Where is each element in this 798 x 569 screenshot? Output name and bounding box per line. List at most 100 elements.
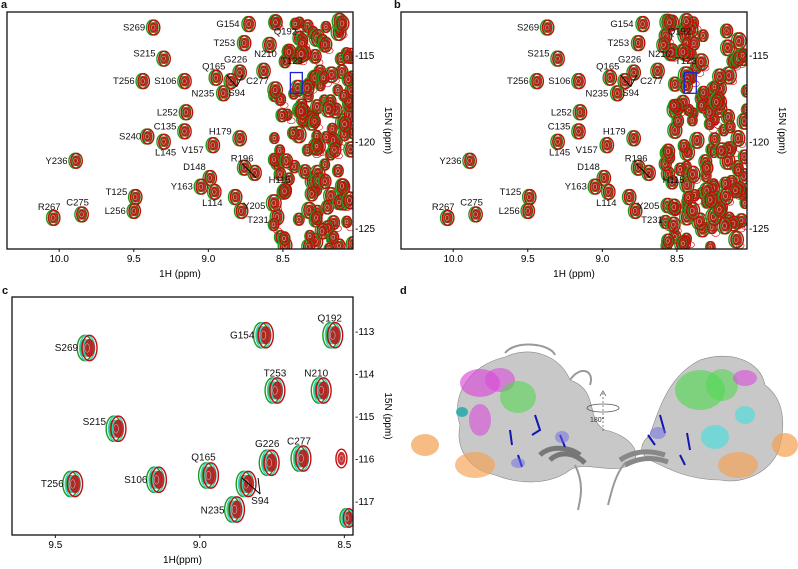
unassigned-peak (695, 99, 707, 112)
contour-red-fill (345, 74, 353, 85)
unassigned-peak (311, 140, 323, 153)
contour-red-fill (735, 35, 745, 47)
unassigned-peak (308, 114, 321, 129)
contour-core (298, 453, 304, 464)
contour-core (681, 143, 686, 149)
y-tick-label: -114 (355, 370, 375, 381)
contour-core (271, 199, 277, 207)
unassigned-peak (292, 212, 305, 226)
plot-frame (400, 11, 748, 250)
contour-core (694, 137, 700, 144)
unassigned-peak (277, 231, 291, 246)
contour-red-fill (209, 139, 218, 151)
leader-line (620, 74, 632, 88)
contour-red (269, 377, 286, 404)
peak-label-S240: S240 (119, 132, 141, 143)
contour-red-fill (700, 88, 708, 98)
peak-label-N210: N210 (254, 49, 277, 60)
y-tick-label: -120 (749, 138, 769, 149)
y-tick-label: -125 (749, 224, 769, 235)
peak-label-H179: H179 (209, 126, 232, 137)
unassigned-peak (661, 233, 675, 249)
peak-label-N235: N235 (192, 88, 215, 99)
contour-red (740, 197, 747, 209)
contour-core (607, 74, 612, 81)
contour-red (327, 122, 338, 136)
y-tick-label: -115 (749, 51, 769, 62)
peak-label-C277: C277 (246, 76, 269, 87)
unassigned-peak (338, 89, 350, 102)
contour-red (342, 51, 353, 64)
weak-contour (273, 205, 283, 213)
contour-red-fill (245, 18, 254, 30)
weak-contour (331, 77, 340, 84)
contour-red-fill (735, 165, 743, 175)
contour-core (284, 158, 289, 164)
contour-core (719, 147, 724, 154)
plot-frame (6, 11, 354, 250)
peak-label-Q165: Q165 (202, 62, 225, 73)
protein-structure-panel-d: 180° (411, 343, 798, 511)
contour-red (321, 20, 332, 34)
contour-core (606, 189, 611, 195)
contour-red (686, 201, 701, 220)
contour-red-fill (690, 38, 699, 49)
unassigned-peak (332, 194, 347, 211)
contour-red (280, 153, 294, 169)
unassigned-peak (731, 163, 745, 177)
contour-red-fill (670, 219, 679, 231)
peak-L256 (126, 202, 142, 220)
peak-layer (439, 12, 747, 249)
y-tick-label: -115 (355, 51, 375, 62)
peak-label-H115: H115 (663, 175, 685, 186)
contour-red-fill (670, 201, 680, 213)
contour-red (147, 19, 161, 36)
contour-red-fill (666, 16, 675, 28)
contour-core (342, 121, 347, 128)
contour-red-fill (272, 16, 281, 28)
contour-red (628, 130, 642, 147)
unassigned-peak (308, 48, 322, 64)
unassigned-peak (686, 114, 698, 127)
contour-core (221, 90, 226, 97)
contour-red-fill (614, 87, 623, 99)
contour-core (633, 208, 638, 214)
weak-contour (314, 124, 323, 131)
green-surface (500, 381, 536, 413)
contour-red (326, 321, 344, 349)
weak-contour (687, 200, 697, 207)
contour-red-fill (231, 191, 241, 203)
weak-contour (682, 105, 692, 112)
weak-contour (346, 224, 353, 232)
contour-red (150, 466, 168, 494)
contour-core (337, 243, 341, 249)
contour-core (527, 194, 532, 200)
contour-core (725, 114, 730, 120)
peak-Q192 (268, 14, 283, 31)
peak-label-G226: G226 (255, 439, 280, 450)
peak-label-C277: C277 (640, 76, 663, 87)
contour-red (334, 238, 346, 249)
contour-red (604, 69, 618, 86)
weak-contour (273, 227, 282, 234)
peak-V157 (205, 137, 221, 154)
weak-contour (334, 152, 343, 160)
contour-core (604, 142, 609, 149)
leader-line (630, 74, 638, 87)
unassigned-peak (331, 164, 344, 178)
contour-core (308, 233, 312, 239)
peak-G154 (241, 15, 256, 33)
unassigned-peak (713, 142, 729, 159)
contour-core (267, 42, 272, 48)
contour-red (284, 172, 295, 186)
contour-red (180, 104, 194, 121)
peak-H115 (641, 164, 656, 182)
leader-line (226, 74, 238, 88)
contour-core (328, 192, 334, 199)
contour-red (691, 131, 705, 149)
weak-contour (338, 31, 348, 39)
contour-core (736, 37, 742, 45)
contour-core (252, 170, 257, 176)
contour-red-fill (286, 174, 293, 184)
contour-red-fill (305, 241, 314, 249)
